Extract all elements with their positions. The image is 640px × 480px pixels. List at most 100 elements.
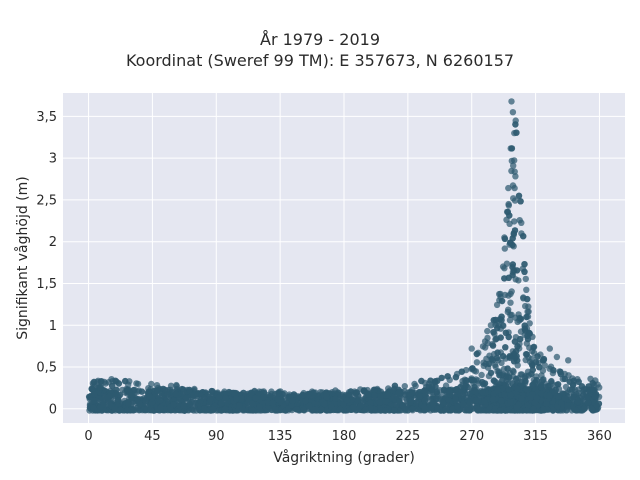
data-point: [331, 406, 339, 413]
data-point: [413, 398, 420, 406]
data-point: [146, 393, 153, 400]
data-point: [434, 405, 441, 412]
data-point: [522, 378, 529, 385]
data-point: [578, 383, 586, 390]
data-point: [440, 386, 448, 393]
data-point: [252, 394, 259, 402]
data-point: [517, 198, 524, 205]
data-point: [458, 368, 465, 375]
data-point: [147, 406, 154, 414]
data-point: [453, 386, 460, 393]
data-point: [590, 386, 597, 393]
data-point: [462, 382, 469, 390]
data-point: [540, 406, 547, 413]
data-point: [580, 391, 587, 399]
data-point: [512, 348, 520, 355]
data-point: [481, 398, 488, 405]
data-point: [529, 381, 536, 389]
data-point: [367, 399, 374, 407]
data-point: [484, 340, 491, 347]
data-point: [100, 401, 107, 408]
data-point: [507, 311, 514, 318]
data-point: [531, 399, 539, 406]
data-point: [238, 395, 245, 402]
x-axis-label: Vågriktning (grader): [273, 449, 415, 466]
data-point: [561, 375, 568, 383]
data-point: [305, 390, 313, 398]
data-point: [371, 392, 378, 399]
data-point: [401, 383, 408, 390]
x-tick-label: 225: [395, 429, 420, 444]
data-point: [113, 386, 120, 393]
chart-title-line-2: Koordinat (Sweref 99 TM): E 357673, N 62…: [125, 51, 515, 70]
data-point: [507, 299, 514, 306]
data-point: [478, 371, 485, 379]
data-point: [497, 290, 504, 298]
data-point: [122, 377, 129, 385]
data-point: [318, 406, 325, 413]
data-point: [510, 267, 518, 274]
data-point: [299, 391, 307, 399]
data-point: [501, 245, 508, 252]
data-point: [418, 377, 425, 385]
data-point: [475, 406, 482, 414]
data-point: [350, 404, 357, 411]
data-point: [522, 275, 529, 283]
data-point: [421, 397, 428, 404]
data-point: [502, 382, 510, 389]
grid-lines: [63, 93, 625, 423]
data-point: [471, 383, 478, 391]
data-point: [505, 184, 512, 192]
data-point: [439, 399, 446, 406]
data-point: [468, 376, 475, 384]
x-tick-label: 270: [459, 429, 484, 444]
data-point: [589, 406, 596, 414]
data-point: [511, 338, 519, 345]
data-point: [210, 405, 217, 413]
data-point: [138, 388, 146, 395]
data-point: [509, 261, 516, 268]
data-point: [119, 386, 126, 394]
data-point: [371, 386, 378, 393]
data-point: [506, 317, 514, 324]
data-point: [111, 406, 119, 413]
data-point: [115, 380, 123, 387]
data-point: [515, 192, 523, 199]
data-point: [511, 129, 518, 137]
data-point: [487, 322, 495, 329]
y-tick-label: 0: [49, 402, 57, 417]
data-point: [360, 388, 368, 395]
y-tick-label: 3: [49, 152, 57, 167]
data-point: [539, 357, 547, 364]
data-point: [533, 377, 540, 384]
data-point: [508, 145, 516, 152]
data-point: [506, 374, 513, 381]
data-point: [546, 345, 553, 352]
data-point: [207, 396, 214, 403]
data-point: [103, 394, 111, 402]
data-point: [186, 401, 194, 408]
data-point: [133, 380, 140, 387]
data-point: [115, 397, 122, 404]
y-tick-label: 2,5: [36, 193, 57, 208]
data-point: [170, 401, 177, 408]
data-point: [90, 391, 98, 398]
data-point: [157, 404, 164, 411]
data-point: [490, 377, 498, 384]
data-point: [444, 373, 451, 380]
data-point: [180, 386, 187, 393]
x-tick-label: 180: [332, 429, 357, 444]
data-point: [468, 345, 475, 352]
data-point: [516, 217, 523, 224]
data-point: [497, 334, 504, 341]
data-point: [561, 395, 569, 402]
data-point: [421, 404, 428, 411]
data-point: [557, 370, 565, 378]
data-point: [431, 378, 438, 386]
data-point: [553, 353, 561, 361]
data-point: [416, 393, 423, 400]
y-tick-label: 1,5: [36, 277, 57, 292]
data-point: [248, 389, 255, 396]
data-point: [570, 391, 577, 399]
data-point: [384, 391, 392, 399]
